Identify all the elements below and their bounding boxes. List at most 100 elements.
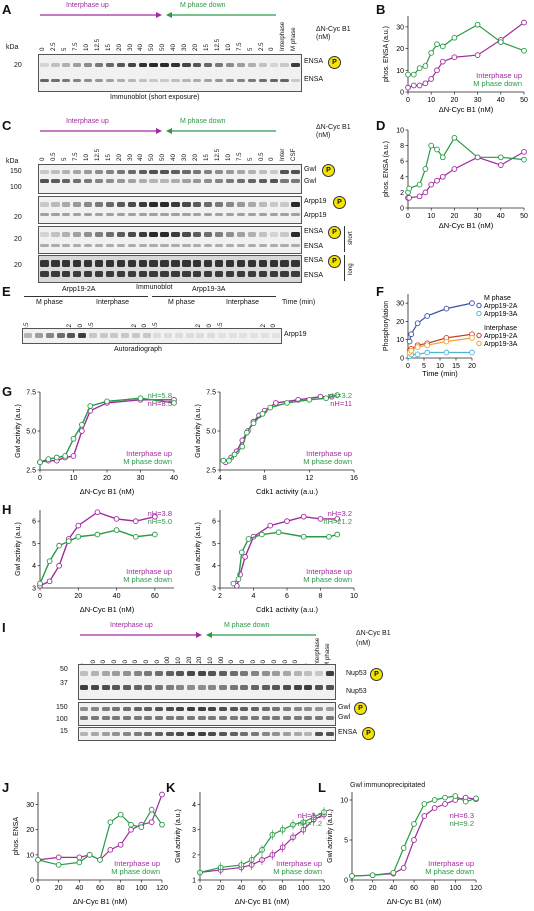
blot-band — [144, 732, 153, 736]
blot-band — [121, 333, 130, 338]
panel-c-label-ensa-p-long: ENSA — [304, 257, 324, 264]
legend-entry: M phase down — [111, 867, 160, 876]
x-tick-label: 4 — [218, 475, 222, 482]
blot-band — [110, 333, 119, 338]
panel-a-label-ensa-p: ENSA — [304, 58, 324, 65]
data-point — [434, 146, 440, 153]
blot-band — [236, 79, 246, 82]
blot-band — [176, 707, 185, 711]
data-point — [416, 82, 423, 89]
lane-label: 0.5 — [50, 152, 58, 161]
divider — [24, 296, 148, 297]
data-point — [230, 580, 237, 587]
blot-band — [138, 202, 147, 207]
legend-entry: M phase down — [123, 457, 172, 466]
chart-f: 0 5 10 15 20 0 10 20 30 Time (min) Phosphorylation… — [383, 294, 518, 378]
divider — [344, 255, 345, 281]
y-tick-label: 5 — [32, 541, 36, 548]
blot-band — [208, 685, 217, 690]
data-point — [443, 305, 450, 312]
blot-band — [196, 333, 205, 338]
panel-e-group2: Arpp19-3A — [192, 286, 226, 293]
panel-c-arrows — [40, 128, 276, 134]
panel-e-cond2: Interphase — [96, 299, 130, 306]
x-tick-label: 5 — [422, 363, 426, 370]
blot-band — [269, 79, 278, 82]
y-tick-label: 30 — [26, 802, 34, 809]
data-point — [62, 453, 68, 459]
data-point — [275, 529, 282, 536]
x-tick-label: 20 — [217, 885, 225, 892]
blot-band — [236, 213, 246, 216]
blot-band — [293, 716, 302, 720]
blot-band — [144, 685, 153, 690]
data-point — [439, 173, 446, 180]
blot-band — [78, 333, 87, 338]
x-axis-label: ΔN-Cyc B1 (nM) — [439, 221, 494, 230]
blot-band — [269, 170, 278, 174]
panel-c-long-label: long — [347, 263, 354, 275]
blot-band — [240, 707, 249, 711]
data-point — [37, 459, 43, 466]
blot-band — [293, 707, 302, 711]
y-axis-label: Gwl activity (a.u.) — [15, 522, 22, 576]
data-point — [238, 549, 245, 556]
y-tick-label: 10 — [340, 798, 348, 805]
blot-band — [197, 685, 206, 690]
blot-band — [214, 63, 224, 67]
blot-band — [280, 232, 289, 237]
data-point — [443, 338, 450, 345]
blot-band — [176, 716, 185, 720]
panel-c-unit: ΔN-Cyc B1 — [316, 124, 351, 131]
y-tick-label: 6 — [400, 159, 404, 166]
blot-band — [165, 732, 174, 736]
blot-band — [51, 179, 60, 183]
blot-band — [182, 63, 191, 67]
x-tick-label: 80 — [279, 885, 287, 892]
blot-band — [225, 271, 235, 277]
blot-band — [40, 63, 49, 67]
blot-band — [272, 732, 281, 736]
blot-band — [193, 260, 202, 267]
hill-coefficient-label: nH=8.5 — [148, 399, 172, 408]
blot-band — [258, 232, 267, 237]
y-tick-label: 3 — [192, 827, 196, 834]
data-point — [497, 39, 504, 45]
blot-band — [80, 732, 89, 736]
blot-band — [304, 671, 313, 676]
lane-label: 2.5 — [50, 42, 58, 51]
blot-band — [291, 260, 300, 267]
y-tick-label: 5 — [344, 838, 348, 845]
data-point — [410, 82, 417, 89]
blot-band — [236, 232, 246, 237]
panel-c-label-ensa-long: ENSA — [304, 272, 324, 279]
blot-band — [154, 671, 164, 676]
legend-entry: M phase down — [273, 867, 322, 876]
blot-band — [112, 716, 121, 720]
x-tick-label: 60 — [96, 885, 104, 892]
blot-band — [280, 179, 289, 183]
data-point — [369, 872, 376, 879]
hill-coefficient-label: nH=9.2 — [450, 819, 474, 828]
blot-band — [101, 671, 110, 676]
data-point — [284, 518, 290, 524]
legend-entry: M phase down — [425, 867, 474, 876]
blot-band — [236, 179, 246, 183]
data-point — [75, 522, 82, 529]
hill-coefficient-label: nH=3.2 — [298, 811, 322, 820]
blot-band — [94, 63, 104, 67]
blot-band — [40, 202, 49, 207]
blot-band — [280, 79, 289, 82]
lane-label-extra: Interphase — [279, 21, 287, 51]
blot-band — [280, 244, 289, 247]
blot-band — [204, 202, 213, 207]
data-point — [107, 846, 114, 853]
y-axis-label: phos. ENSA (a.u.) — [383, 26, 390, 82]
y-tick-label: 30 — [396, 301, 404, 308]
blot-band — [258, 271, 267, 277]
blot-band — [182, 244, 191, 247]
blot-band — [51, 63, 60, 67]
lane-label: 5 — [246, 47, 254, 51]
blot-band — [229, 716, 238, 720]
blot-band — [186, 716, 196, 720]
